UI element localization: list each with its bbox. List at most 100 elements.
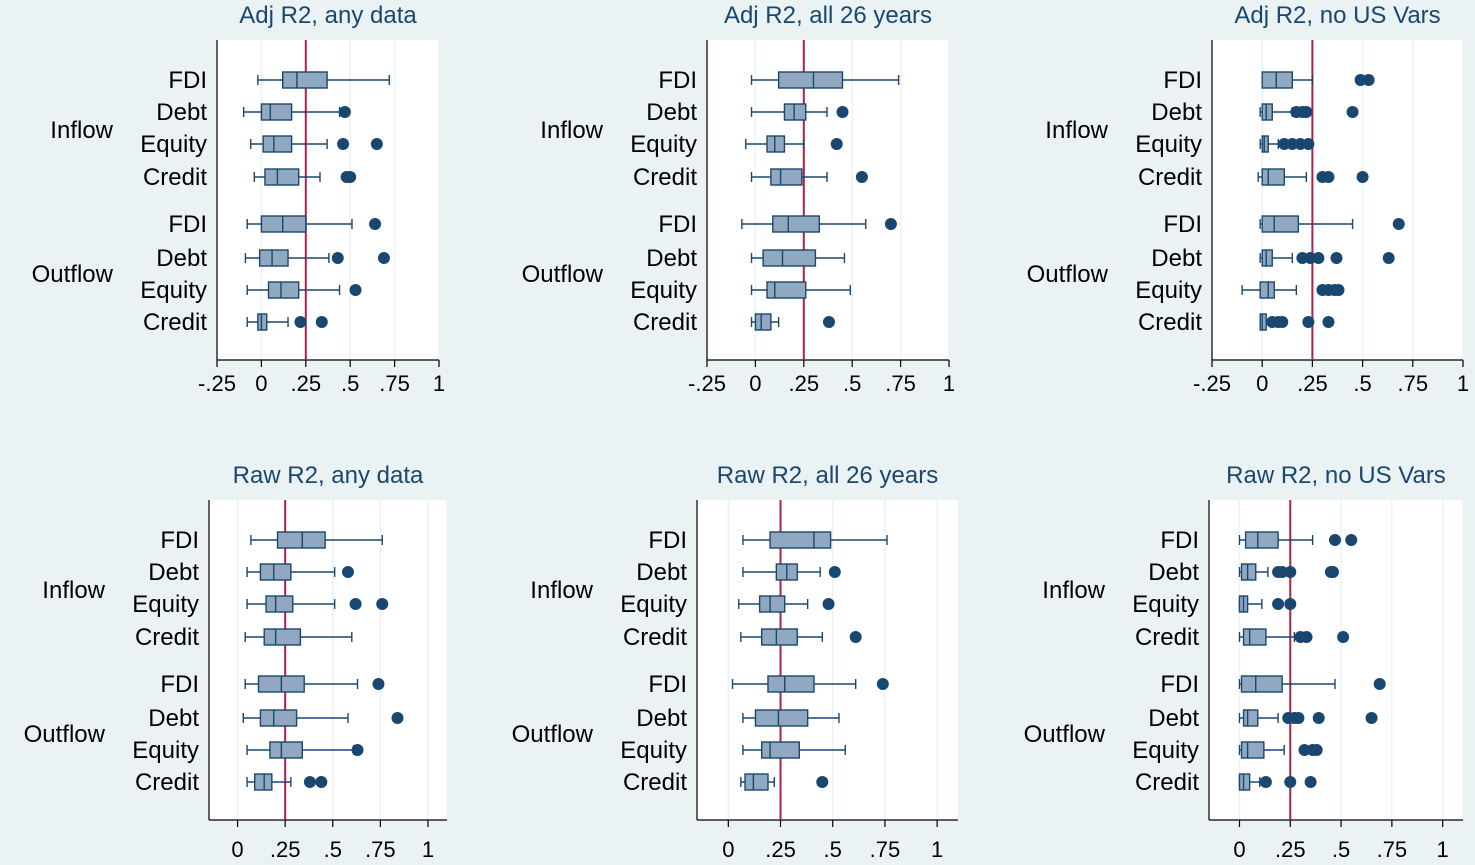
outlier-point [391,712,404,724]
box-inflow-credit: Credit [623,624,862,651]
box-inflow-fdi: FDI [160,527,383,554]
box-inflow-equity: Equity [1135,131,1315,158]
iqr-box [1240,741,1265,759]
box-inflow-fdi: FDI [658,67,900,94]
iqr-box [783,103,807,121]
group-label-inflow: Inflow [1042,577,1105,604]
outlier-point [1284,566,1297,578]
outlier-point [376,598,389,610]
outlier-point [830,138,843,150]
box-inflow-debt: Debt [1151,99,1359,126]
iqr-box [772,215,820,233]
box-inflow-debt: Debt [148,559,354,586]
x-tick-label: 1 [433,371,445,396]
box-outflow-fdi: FDI [168,211,382,238]
x-tick-label: 1 [931,837,943,862]
box-inflow-debt: Debt [156,99,351,126]
group-label-outflow: Outflow [1027,261,1109,288]
outlier-point [315,776,328,788]
iqr-box [758,595,786,613]
plot-area [707,40,949,360]
box-outflow-debt: Debt [148,705,404,732]
plot-area [209,500,447,820]
x-tick-label: .75 [885,371,916,396]
chart-panel-1: Adj R2, any data -.25 0 .25 .5 .75 1 Inflow FDI D… [32,2,446,396]
iqr-box [260,103,293,121]
plot-area [1212,40,1463,360]
outlier-point [828,566,841,578]
x-tick-label: .25 [1275,837,1306,862]
x-tick-label: -.25 [688,371,726,396]
x-tick-label: .75 [379,371,410,396]
x-tick-label: .75 [1398,371,1429,396]
row-label: Equity [140,131,207,158]
row-label: Debt [1151,245,1202,272]
row-label: Debt [636,559,687,586]
row-label: FDI [160,527,199,554]
group-label-outflow: Outflow [1024,721,1106,748]
iqr-box [1242,709,1259,727]
outlier-point [341,566,354,578]
iqr-box [1259,281,1275,299]
x-tick-label: .5 [1332,837,1350,862]
chart-panel-6: Raw R2, no US Vars 0 .25 .5 .75 1 Inflow FDI Deb… [1024,462,1463,862]
row-label: Equity [1135,131,1202,158]
outlier-point [816,776,829,788]
x-tick-label: .5 [1353,371,1371,396]
row-label: FDI [648,527,687,554]
row-label: Credit [135,769,199,796]
x-tick-label: -.25 [198,371,236,396]
iqr-box [263,628,302,646]
plot-area [1209,500,1463,820]
outlier-point [1373,678,1386,690]
outlier-point [372,678,385,690]
iqr-box [1242,628,1267,646]
iqr-box [767,675,815,693]
x-tick-label: 1 [1437,837,1449,862]
box-inflow-fdi: FDI [168,67,390,94]
group-label-outflow: Outflow [24,721,106,748]
chart-title: Raw R2, all 26 years [717,462,938,489]
box-outflow-fdi: FDI [658,211,897,238]
outlier-point [377,252,390,264]
box-outflow-debt: Debt [1151,245,1395,272]
row-label: Equity [630,277,697,304]
outlier-point [1365,712,1378,724]
row-label: Credit [623,769,687,796]
plot-area [697,500,958,820]
iqr-box [1261,71,1294,89]
outlier-point [1300,106,1313,118]
box-inflow-equity: Equity [132,591,389,618]
outlier-point [1392,218,1405,230]
outlier-point [1322,316,1335,328]
iqr-box [762,249,817,267]
row-label: Debt [1148,705,1199,732]
box-outflow-credit: Credit [1135,769,1317,796]
box-outflow-fdi: FDI [1160,671,1386,698]
x-tick-label: 0 [749,371,761,396]
x-tick-label: 0 [722,837,734,862]
outlier-point [1284,776,1297,788]
chart-title: Adj R2, no US Vars [1234,2,1440,29]
row-label: Credit [1135,624,1199,651]
x-tick-label: 1 [943,371,955,396]
box-outflow-credit: Credit [633,309,835,336]
box-outflow-equity: Equity [620,737,846,764]
row-label: FDI [168,211,207,238]
iqr-box [1244,531,1279,549]
iqr-box [262,135,293,153]
chart-panel-2: Adj R2, all 26 years -.25 0 .25 .5 .75 1 Inflow… [522,2,956,396]
outlier-point [1322,171,1335,183]
iqr-box [258,249,289,267]
outlier-point [1284,598,1297,610]
outlier-point [1312,712,1325,724]
box-outflow-credit: Credit [143,309,328,336]
iqr-box [769,531,832,549]
box-inflow-equity: Equity [620,591,835,618]
outlier-point [1345,534,1358,546]
row-label: Equity [140,277,207,304]
box-inflow-fdi: FDI [648,527,888,554]
iqr-box [777,71,844,89]
outlier-point [1326,566,1339,578]
